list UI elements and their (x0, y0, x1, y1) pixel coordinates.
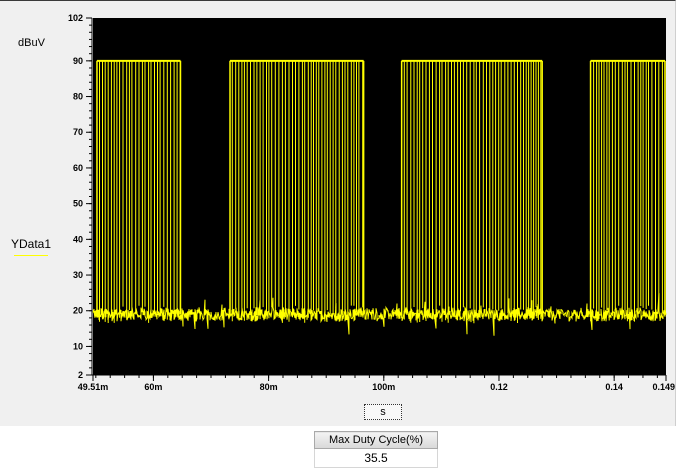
y-tick-label: 10 (73, 341, 83, 351)
x-tick-label: 0.14 (605, 382, 623, 392)
y-axis-unit-label: dBuV (18, 37, 45, 49)
y-tick-label: 102 (68, 13, 83, 23)
y-tick-label: 80 (73, 92, 83, 102)
legend-swatch (14, 255, 48, 256)
y-tick-label: 2 (78, 370, 83, 380)
burst-group (400, 59, 543, 324)
y-tick-label: 50 (73, 199, 83, 209)
max-duty-cycle-header[interactable]: Max Duty Cycle(%) (314, 431, 438, 449)
measurement-table: Max Duty Cycle(%) 35.5 (314, 431, 438, 468)
noise-band (92, 293, 667, 336)
burst-group (229, 59, 365, 323)
burst-group (96, 59, 182, 323)
x-axis-unit-button[interactable]: s (364, 404, 402, 420)
x-tick-label: 100m (372, 382, 395, 392)
x-tick-label: 0.149 (652, 382, 675, 392)
y-tick-label: 70 (73, 127, 83, 137)
y-tick-label: 20 (73, 306, 83, 316)
burst-group (589, 59, 666, 322)
y-tick-label: 60 (73, 163, 83, 173)
plot-area (93, 18, 666, 375)
series-noise-trace (92, 293, 667, 336)
x-tick-label: 0.12 (490, 382, 508, 392)
y-tick-label: 40 (73, 234, 83, 244)
chart-panel: 2 10 20 30 40 50 60 70 80 90 102 49.51m 60m 80m 100m 0.… (0, 0, 676, 426)
legend-series-label: YData1 (11, 237, 52, 251)
x-tick-label: 49.51m (78, 382, 109, 392)
y-tick-label: 90 (73, 56, 83, 66)
x-tick-label: 80m (260, 382, 278, 392)
x-tick-label: 60m (144, 382, 162, 392)
burst-layer (96, 59, 666, 324)
axis-layer: 2 10 20 30 40 50 60 70 80 90 102 49.51m 60m 80m 100m 0.… (68, 13, 675, 392)
max-duty-cycle-value: 35.5 (314, 448, 438, 468)
y-tick-label: 30 (73, 270, 83, 280)
time-domain-chart[interactable]: 2 10 20 30 40 50 60 70 80 90 102 49.51m 60m 80m 100m 0.… (0, 1, 676, 427)
